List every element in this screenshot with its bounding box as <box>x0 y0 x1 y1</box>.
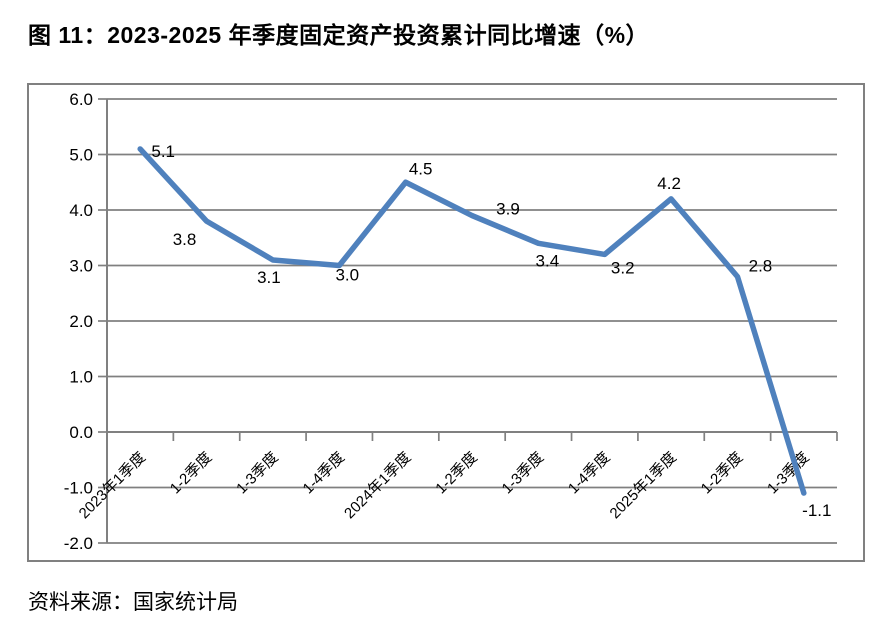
y-tick-label: 6.0 <box>69 90 93 109</box>
data-label: -1.1 <box>802 501 831 520</box>
data-label: 5.1 <box>151 142 175 161</box>
x-category-label: 1-3季度 <box>499 449 548 498</box>
y-tick-label: 2.0 <box>69 312 93 331</box>
x-category-label: 1-2季度 <box>698 449 747 498</box>
data-label: 4.2 <box>657 174 681 193</box>
x-category-label: 1-2季度 <box>432 449 481 498</box>
x-category-label: 1-4季度 <box>565 449 614 498</box>
chart-frame: 6.0 5.0 4.0 3.0 2.0 1.0 0.0 -1.0 -2.0 2023年1季度 1-2… <box>27 83 865 562</box>
y-tick-label: -2.0 <box>64 534 93 553</box>
series-line <box>137 146 807 496</box>
source-note: 资料来源：国家统计局 <box>28 591 238 614</box>
x-category-label: 2025年1季度 <box>607 449 680 522</box>
x-category-label: 2024年1季度 <box>341 449 414 522</box>
data-label: 3.8 <box>173 230 197 249</box>
y-tick-label: 1.0 <box>69 368 93 387</box>
y-tick-label: 4.0 <box>69 201 93 220</box>
y-tick-label: -1.0 <box>64 479 93 498</box>
data-label: 4.5 <box>409 159 433 178</box>
data-label: 3.0 <box>335 266 359 285</box>
figure-title: 图 11：2023-2025 年季度固定资产投资累计同比增速（%） <box>28 22 650 48</box>
data-label: 3.1 <box>257 268 281 287</box>
y-tick-label: 0.0 <box>69 423 93 442</box>
x-category-label: 1-2季度 <box>167 449 216 498</box>
data-label: 2.8 <box>749 257 773 276</box>
x-category-label: 1-4季度 <box>300 449 349 498</box>
data-label: 3.9 <box>496 200 520 219</box>
data-label: 3.2 <box>611 258 635 277</box>
x-category-label: 1-3季度 <box>233 449 282 498</box>
y-tick-label: 3.0 <box>69 257 93 276</box>
data-label: 3.4 <box>536 251 560 270</box>
y-tick-label: 5.0 <box>69 146 93 165</box>
